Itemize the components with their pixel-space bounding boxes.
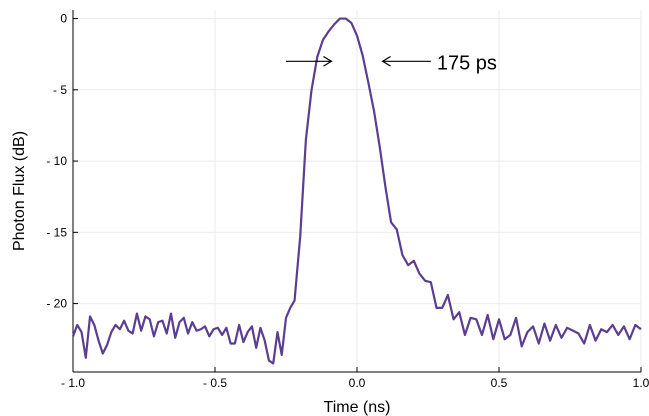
x-axis-title: Time (ns) <box>324 399 391 416</box>
left-arrow-head <box>323 55 333 67</box>
pulse-width-label: 175 ps <box>437 52 497 74</box>
y-tick-label: - 15 <box>46 225 67 239</box>
right-arrow-head <box>381 55 391 67</box>
grid <box>72 10 642 372</box>
x-tick-label: 0.0 <box>349 376 366 390</box>
y-tick-label: - 10 <box>46 154 67 168</box>
x-tick-label: - 1.0 <box>61 376 85 390</box>
y-tick-label: 0 <box>60 12 67 26</box>
y-tick-label: - 5 <box>53 83 67 97</box>
y-tick-label: - 20 <box>46 297 67 311</box>
x-tick-label: 0.5 <box>491 376 508 390</box>
x-ticks: - 1.0 - 0.5 0.0 0.5 1.0 <box>61 367 649 390</box>
annotation: 175 ps <box>286 52 497 74</box>
y-axis-title: Photon Flux (dB) <box>11 131 28 251</box>
series-line <box>71 17 642 365</box>
x-tick-label: 1.0 <box>633 376 649 390</box>
y-ticks: 0 - 5 - 10 - 15 - 20 <box>46 12 78 311</box>
x-tick-label: - 0.5 <box>203 376 227 390</box>
